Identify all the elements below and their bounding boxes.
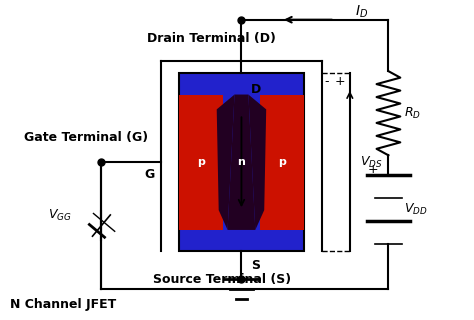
Text: +: + [335, 75, 345, 88]
Text: $R_D$: $R_D$ [404, 106, 421, 121]
Text: $V_{GG}$: $V_{GG}$ [48, 208, 72, 223]
Text: S: S [251, 259, 260, 272]
Bar [179, 73, 304, 251]
Text: $V_{DS}$: $V_{DS}$ [360, 155, 383, 170]
Text: n: n [237, 157, 246, 167]
Text: Source Terminal (S): Source Terminal (S) [153, 273, 291, 286]
Text: p: p [278, 157, 286, 167]
Bar [179, 94, 223, 230]
Bar [223, 94, 260, 230]
Polygon shape [217, 94, 235, 230]
Polygon shape [228, 94, 255, 230]
Text: +: + [367, 163, 378, 176]
Text: D: D [251, 83, 262, 96]
Text: N Channel JFET: N Channel JFET [10, 298, 117, 311]
Polygon shape [248, 94, 266, 230]
Text: $V_{DD}$: $V_{DD}$ [404, 202, 428, 217]
Text: Drain Terminal (D): Drain Terminal (D) [147, 32, 276, 44]
Text: Gate Terminal (G): Gate Terminal (G) [25, 132, 149, 144]
Text: G: G [145, 168, 155, 180]
Text: -: - [325, 75, 329, 88]
Text: p: p [197, 157, 205, 167]
Text: $I_D$: $I_D$ [355, 4, 368, 20]
Bar [260, 94, 304, 230]
